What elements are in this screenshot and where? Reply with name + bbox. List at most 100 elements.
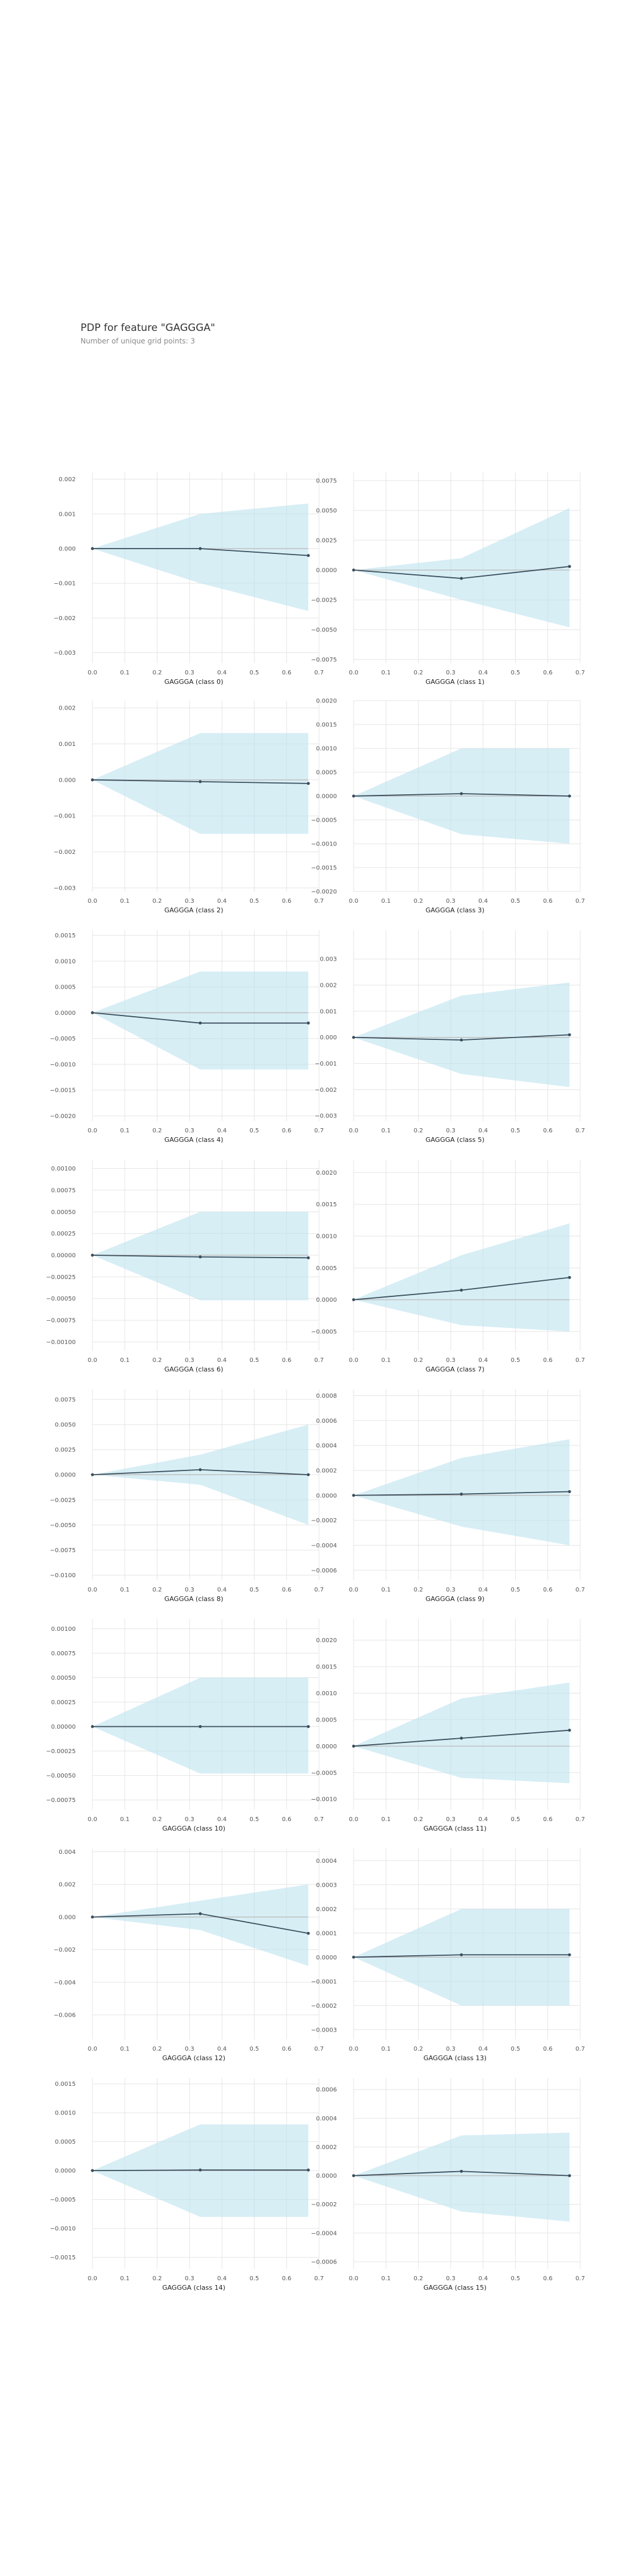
y-tick-label: 0.0003 [316, 1882, 337, 1888]
y-tick-label: 0.0025 [55, 1447, 76, 1454]
pdp-point [199, 2168, 202, 2172]
pdp-point [568, 1729, 571, 1732]
x-tick-label: 0.0 [88, 1128, 97, 1134]
pdp-panel: 0.0 0.1 0.2 0.3 0.4 0.5 0.6 0.7 0.0008 0.0006 0.00… [311, 1389, 585, 1603]
y-tick-label: 0.0050 [55, 1422, 76, 1428]
x-tick-label: 0.6 [282, 670, 292, 676]
x-tick-label: 0.7 [575, 1587, 585, 1593]
x-tick-label: 0.0 [88, 1357, 97, 1364]
x-tick-label: 0.1 [381, 2046, 391, 2052]
pdp-point [568, 1033, 571, 1036]
pdp-panel: 0.0 0.1 0.2 0.3 0.4 0.5 0.6 0.7 0.00100 0.00075 0.… [46, 1619, 324, 1832]
pdp-point [568, 1275, 571, 1279]
pdp-point [352, 794, 355, 798]
pdp-point [306, 1021, 310, 1025]
x-tick-label: 0.5 [510, 1357, 520, 1364]
x-tick-label: 0.5 [510, 1816, 520, 1823]
y-tick-label: 0.0075 [55, 1397, 76, 1403]
y-tick-label: 0.00025 [51, 1699, 76, 1706]
pdp-panel: 0.0 0.1 0.2 0.3 0.4 0.5 0.6 0.7 0.00100 0.00075 0.… [46, 1160, 324, 1373]
x-tick-label: 0.5 [249, 1587, 259, 1593]
y-tick-label: −0.00075 [46, 1797, 76, 1804]
y-tick-label: −0.002 [54, 1947, 76, 1953]
y-tick-label: 0.0001 [316, 1930, 337, 1937]
x-tick-label: 0.6 [543, 1816, 553, 1823]
x-tick-label: 0.1 [120, 1128, 129, 1134]
x-tick-label: 0.5 [510, 2275, 520, 2282]
x-tick-label: 0.0 [349, 2275, 358, 2282]
x-axis-label: GAGGGA (class 11) [423, 1825, 487, 1832]
y-tick-label: −0.002 [54, 615, 76, 622]
figure-subtitle: Number of unique grid points: 3 [80, 337, 196, 345]
x-tick-label: 0.0 [349, 1357, 358, 1364]
pdp-panel: 0.0 0.1 0.2 0.3 0.4 0.5 0.6 0.7 0.0006 0.0004 0.00… [311, 2078, 585, 2292]
confidence-band [354, 982, 570, 1088]
pdp-point [199, 780, 202, 784]
y-tick-label: −0.0025 [50, 1497, 76, 1504]
y-tick-label: −0.0010 [311, 841, 337, 848]
x-tick-label: 0.1 [381, 670, 391, 676]
y-tick-label: 0.0004 [316, 1858, 337, 1865]
y-tick-label: 0.0020 [316, 1170, 337, 1176]
x-tick-label: 0.3 [185, 2046, 194, 2052]
x-tick-label: 0.5 [249, 1357, 259, 1364]
y-tick-label: −0.0075 [311, 657, 337, 664]
pdp-point [352, 1744, 355, 1748]
pdp-panel: 0.0 0.1 0.2 0.3 0.4 0.5 0.6 0.7 0.003 0.002 0.001 0… [315, 930, 585, 1144]
y-tick-label: −0.0005 [50, 2197, 76, 2203]
y-tick-label: 0.0000 [316, 1493, 337, 1499]
pdp-point [352, 1298, 355, 1302]
pdp-point [352, 2174, 355, 2178]
pdp-point [568, 565, 571, 568]
y-tick-label: 0.00075 [51, 1651, 76, 1657]
pdp-point [306, 782, 310, 785]
y-tick-label: −0.00075 [46, 1318, 76, 1324]
y-tick-label: 0.0005 [55, 984, 76, 991]
y-tick-label: −0.003 [54, 650, 76, 657]
x-tick-label: 0.4 [217, 1128, 227, 1134]
x-tick-label: 0.2 [414, 1587, 423, 1593]
x-tick-label: 0.6 [282, 1357, 292, 1364]
y-tick-label: 0.0000 [316, 568, 337, 574]
x-tick-label: 0.2 [414, 898, 423, 905]
x-tick-label: 0.7 [575, 2275, 585, 2282]
y-tick-label: 0.002 [320, 983, 337, 989]
y-tick-label: −0.006 [54, 2012, 76, 2018]
y-tick-label: 0.0020 [316, 698, 337, 705]
x-tick-label: 0.3 [446, 898, 456, 905]
x-tick-label: 0.4 [478, 1587, 488, 1593]
y-tick-label: 0.000 [58, 777, 76, 784]
x-tick-label: 0.5 [510, 1128, 520, 1134]
pdp-point [460, 1289, 463, 1292]
x-tick-label: 0.7 [575, 670, 585, 676]
pdp-point [199, 1468, 202, 1472]
x-tick-label: 0.7 [314, 2046, 324, 2052]
y-tick-label: −0.0010 [50, 2226, 76, 2233]
x-tick-label: 0.3 [185, 1816, 194, 1823]
y-tick-label: −0.002 [54, 849, 76, 856]
x-tick-label: 0.7 [575, 1357, 585, 1364]
x-tick-label: 0.3 [446, 1816, 456, 1823]
pdp-panel: 0.0 0.1 0.2 0.3 0.4 0.5 0.6 0.7 0.002 0.001 0.000 −… [54, 472, 324, 686]
x-tick-label: 0.6 [543, 1357, 553, 1364]
x-tick-label: 0.4 [478, 2275, 488, 2282]
pdp-point [91, 1915, 94, 1919]
x-tick-label: 0.0 [349, 1128, 358, 1134]
y-tick-label: 0.0005 [316, 1265, 337, 1272]
y-tick-label: −0.003 [315, 1113, 337, 1120]
x-axis-label: GAGGGA (class 8) [165, 1595, 224, 1603]
y-tick-label: 0.0002 [316, 2144, 337, 2151]
pdp-point [460, 1736, 463, 1740]
x-axis-label: GAGGGA (class 15) [423, 2284, 487, 2292]
pdp-point [568, 1953, 571, 1956]
y-tick-label: 0.0005 [316, 1717, 337, 1723]
x-tick-label: 0.5 [510, 1587, 520, 1593]
y-tick-label: −0.001 [315, 1061, 337, 1067]
y-tick-label: −0.00050 [46, 1773, 76, 1779]
pdp-point [352, 1955, 355, 1959]
y-tick-label: −0.00100 [46, 1339, 76, 1346]
x-axis-label: GAGGGA (class 1) [426, 678, 485, 686]
y-tick-label: 0.00100 [51, 1166, 76, 1172]
y-tick-label: 0.00050 [51, 1209, 76, 1216]
y-tick-label: −0.0005 [311, 818, 337, 824]
